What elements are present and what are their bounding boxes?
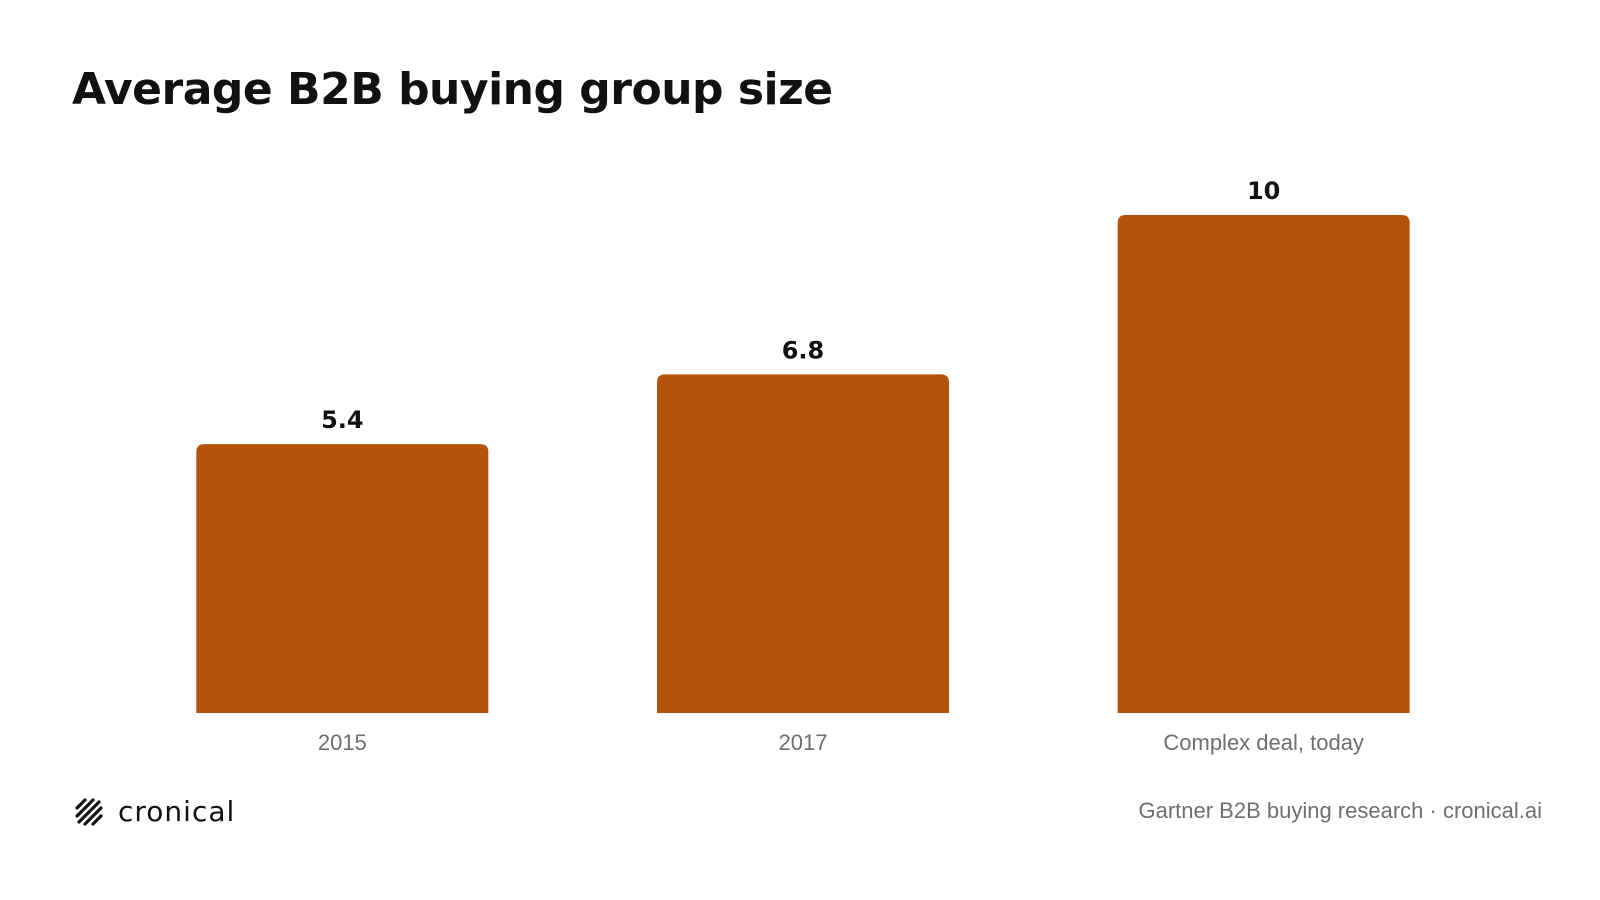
source-note: Gartner B2B buying research · cronical.a…: [1138, 798, 1542, 823]
category-label-3: Complex deal, today: [1163, 730, 1364, 755]
bar-1: [196, 444, 489, 713]
chart-title: Average B2B buying group size: [72, 64, 833, 115]
category-label-1: 2015: [318, 730, 367, 755]
value-labels-layer: 5.4 6.8 10: [321, 177, 1280, 434]
category-labels-layer: 2015 2017 Complex deal, today: [318, 730, 1364, 755]
brand-name: cronical: [118, 795, 236, 828]
bar-2: [657, 374, 949, 713]
brand-logo: cronical: [74, 797, 235, 827]
hatched-slash-icon: [75, 798, 103, 826]
category-label-2: 2017: [779, 730, 828, 755]
value-label-3: 10: [1247, 177, 1280, 205]
bar-3: [1117, 215, 1410, 713]
value-label-2: 6.8: [782, 336, 825, 364]
bars-layer: [196, 215, 1410, 713]
value-label-1: 5.4: [321, 406, 364, 434]
